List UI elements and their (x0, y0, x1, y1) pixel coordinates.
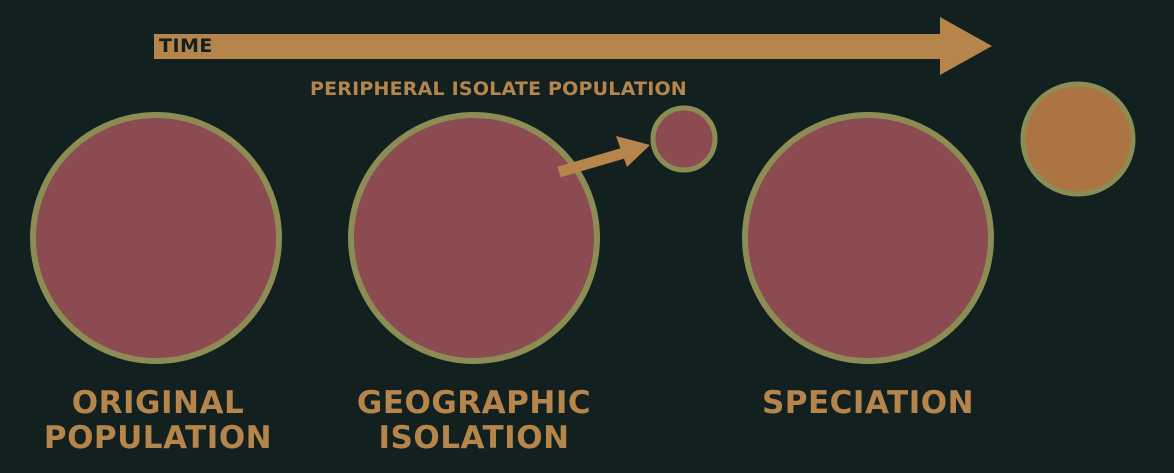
isolation-population-circle (348, 112, 600, 364)
peripheral-isolate-circle (650, 105, 718, 173)
stage-label-line: POPULATION (43, 419, 273, 456)
migration-arrow-shaft (557, 147, 626, 178)
time-arrow (154, 17, 992, 75)
stage-label-geographic-isolation: GEOGRAPHIC ISOLATION (344, 386, 604, 455)
migration-arrow-head (616, 136, 650, 167)
stage-label-line: ORIGINAL (71, 385, 245, 421)
speciation-population-circle (742, 112, 994, 364)
stage-label-speciation: SPECIATION (740, 386, 996, 421)
stage-label-line: ISOLATION (378, 419, 570, 456)
original-population-circle (30, 112, 282, 364)
time-label: TIME (159, 35, 213, 57)
stage-label-original-population: ORIGINAL POPULATION (30, 386, 286, 455)
stage-label-line: SPECIATION (761, 385, 975, 421)
time-arrow-head (940, 17, 992, 75)
time-arrow-shaft (154, 34, 944, 59)
stage-label-line: GEOGRAPHIC (356, 385, 592, 421)
migration-arrow (557, 136, 650, 178)
new-species-circle (1020, 81, 1136, 197)
peripheral-isolate-label: PERIPHERAL ISOLATE POPULATION (310, 78, 687, 100)
